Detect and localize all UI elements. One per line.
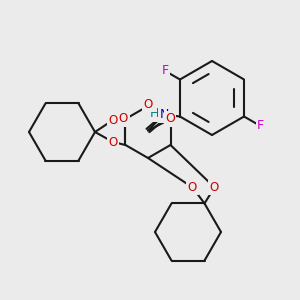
Text: O: O	[108, 113, 118, 127]
Text: O: O	[143, 98, 153, 110]
Text: O: O	[188, 181, 197, 194]
Text: O: O	[210, 181, 219, 194]
Text: F: F	[162, 64, 169, 76]
Text: O: O	[119, 112, 128, 125]
Text: H: H	[150, 107, 159, 120]
Text: O: O	[165, 112, 175, 125]
Text: N: N	[159, 108, 169, 121]
Text: F: F	[257, 118, 264, 131]
Text: O: O	[108, 136, 118, 148]
